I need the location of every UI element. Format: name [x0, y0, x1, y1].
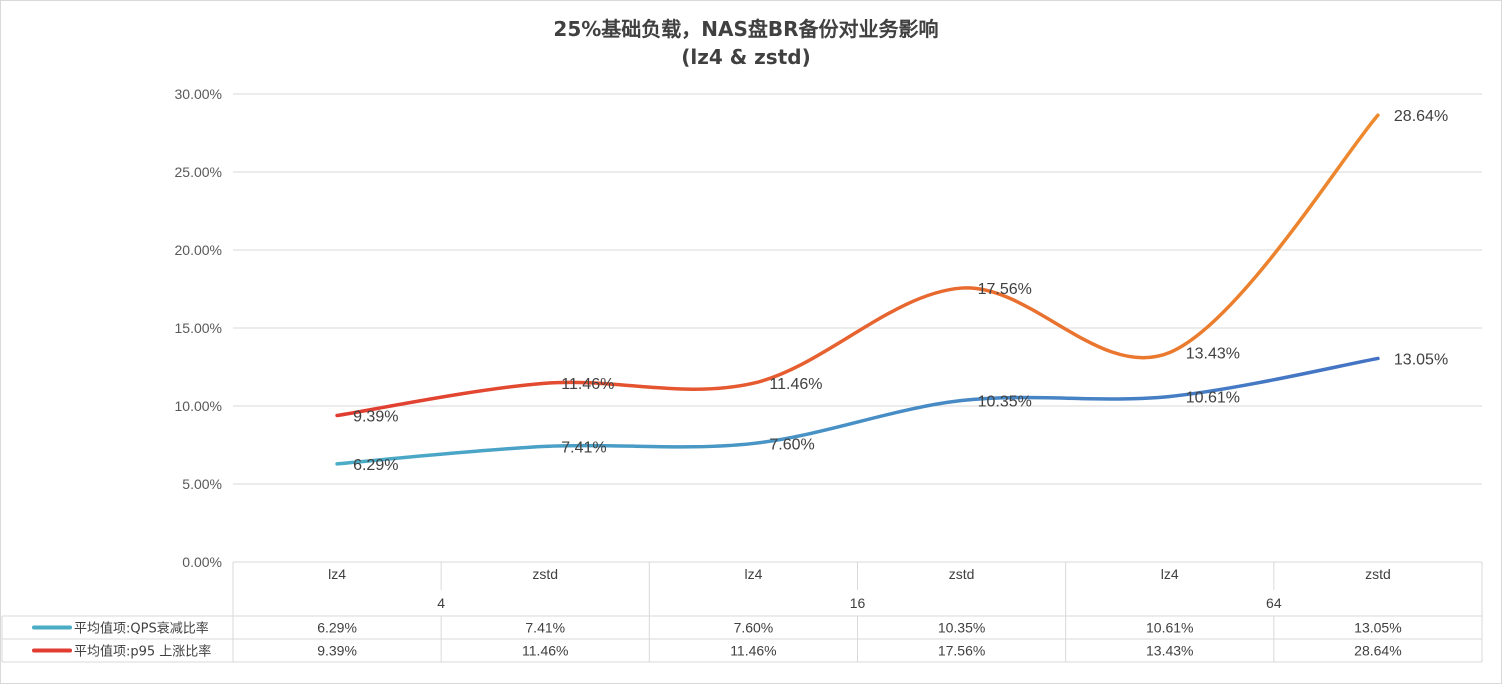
y-tick-label: 20.00%	[175, 242, 222, 258]
x-category-label: lz4	[328, 566, 346, 582]
y-tick-label: 5.00%	[182, 476, 222, 492]
x-category-label: zstd	[1365, 566, 1391, 582]
table-cell: 7.41%	[525, 620, 565, 636]
series-lines	[335, 113, 1380, 466]
y-tick-label: 0.00%	[182, 554, 222, 570]
y-tick-label: 25.00%	[175, 164, 222, 180]
data-label: 6.29%	[353, 457, 398, 474]
x-category-label: zstd	[949, 566, 975, 582]
y-tick-label: 15.00%	[175, 320, 222, 336]
data-label: 13.05%	[1394, 351, 1448, 368]
table-cell: 10.35%	[938, 620, 985, 636]
data-label: 10.35%	[978, 394, 1032, 411]
table-cell: 28.64%	[1354, 643, 1401, 659]
data-label: 9.39%	[353, 409, 398, 426]
legend-label-series-0: 平均值项:QPS衰减比率	[74, 621, 209, 637]
x-group-label: 16	[850, 595, 866, 611]
x-group-label: 64	[1266, 595, 1282, 611]
data-label: 7.41%	[561, 439, 606, 456]
y-tick-label: 30.00%	[175, 86, 222, 102]
data-label: 10.61%	[1186, 389, 1240, 406]
table-cell: 11.46%	[522, 643, 568, 659]
data-label: 17.56%	[978, 281, 1032, 298]
data-label: 28.64%	[1394, 108, 1448, 125]
x-category-label: lz4	[744, 566, 762, 582]
data-table: lz4 zstd lz4 zstd lz4 zstd 4 16 64 平均值项:QPS衰减比率 6.…	[1, 562, 1483, 663]
data-labels: 6.29% 7.41% 7.60% 10.35% 10.61% 13.05% 9.39% 11…	[353, 108, 1448, 474]
table-cell: 13.43%	[1146, 643, 1193, 659]
table-cell: 7.60%	[734, 620, 774, 636]
series-line-0	[335, 356, 1380, 466]
table-cell: 10.61%	[1146, 620, 1193, 636]
table-cell: 13.05%	[1354, 620, 1401, 636]
x-group-label: 4	[437, 595, 445, 611]
table-cell: 9.39%	[317, 643, 357, 659]
y-tick-label: 10.00%	[175, 398, 222, 414]
data-label: 13.43%	[1186, 345, 1240, 362]
data-label: 11.46%	[561, 376, 614, 393]
gridlines	[233, 93, 1482, 563]
x-category-label: zstd	[532, 566, 558, 582]
table-cell: 11.46%	[730, 643, 776, 659]
legend-label-series-1: 平均值项:p95 上涨比率	[74, 644, 211, 660]
chart-title: 25%基础负载，NAS盘BR备份对业务影响	[553, 17, 938, 41]
data-label: 11.46%	[769, 376, 822, 393]
table-cell: 17.56%	[938, 643, 985, 659]
x-category-label: lz4	[1161, 566, 1179, 582]
data-label: 7.60%	[769, 436, 814, 453]
series-line-1	[335, 113, 1380, 418]
table-cell: 6.29%	[317, 620, 357, 636]
y-axis-ticks: 0.00% 5.00% 10.00% 15.00% 20.00% 25.00% 30.00%	[175, 86, 222, 570]
chart-subtitle: (lz4 & zstd)	[681, 45, 810, 69]
